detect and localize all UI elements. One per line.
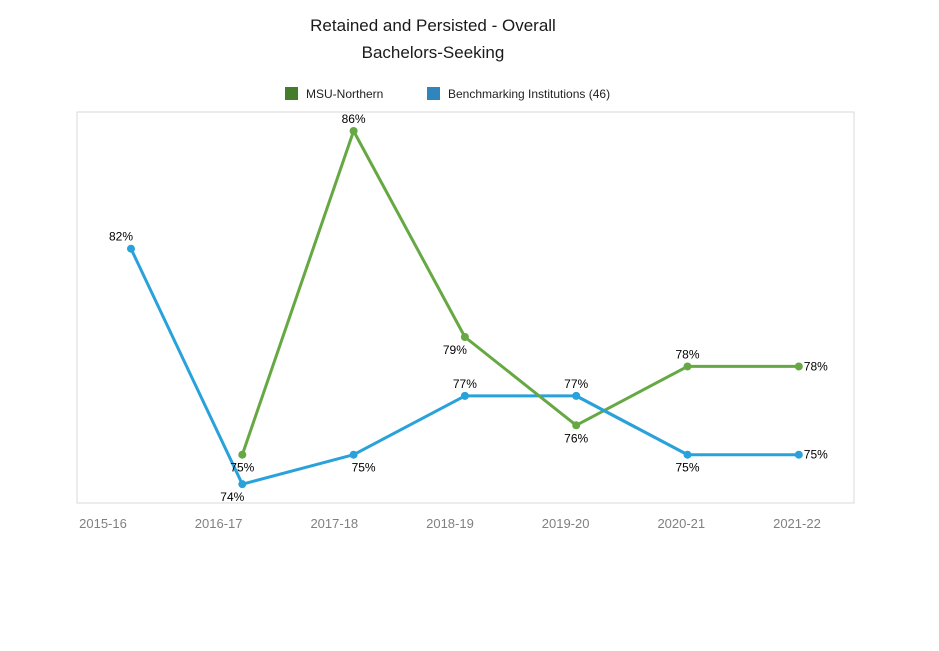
x-axis-label: 2020-21 — [657, 516, 705, 531]
data-point-label: 79% — [443, 343, 467, 357]
data-point-label: 78% — [804, 359, 828, 373]
chart-title-line1: Retained and Persisted - Overall — [310, 16, 556, 35]
data-point-marker — [127, 244, 135, 253]
series-line-msu-northern — [240, 129, 801, 457]
legend-item-msu-northern: MSU-Northern — [285, 86, 383, 101]
legend-label-benchmarking: Benchmarking Institutions (46) — [448, 86, 611, 101]
chart-title-line2: Bachelors-Seeking — [361, 43, 505, 62]
data-point-marker — [683, 450, 692, 459]
x-axis-label: 2015-16 — [79, 516, 127, 531]
data-point-label: 78% — [675, 347, 699, 361]
x-axis-label: 2019-20 — [542, 516, 590, 531]
data-point-marker — [238, 450, 247, 459]
data-point-marker — [460, 333, 469, 342]
data-point-marker — [460, 391, 469, 400]
x-axis-label: 2017-18 — [310, 516, 358, 531]
x-axis-label: 2018-19 — [426, 516, 474, 531]
data-point-marker — [683, 362, 692, 371]
x-axis-label: 2016-17 — [195, 516, 243, 531]
plot-area-border — [76, 111, 855, 504]
data-point-label: 75% — [352, 461, 376, 475]
series-line-benchmarking-overlay — [574, 394, 689, 457]
data-point-label: 77% — [453, 377, 477, 391]
data-point-label: 74% — [220, 490, 244, 504]
data-point-label: 75% — [230, 461, 254, 475]
legend-item-benchmarking: Benchmarking Institutions (46) — [427, 86, 610, 101]
legend-swatch-benchmarking-icon — [427, 87, 440, 100]
legend-label-msu-northern: MSU-Northern — [306, 86, 384, 101]
data-point-label: 76% — [564, 431, 588, 445]
x-axis-label: 2021-22 — [773, 516, 821, 531]
data-point-label: 82% — [109, 230, 133, 244]
data-point-marker — [238, 480, 247, 489]
chart-title: Retained and Persisted - Overall Bachelo… — [0, 12, 866, 66]
data-point-marker — [572, 421, 581, 430]
legend-swatch-msu-northern-icon — [285, 87, 298, 100]
data-point-marker — [794, 450, 803, 459]
data-point-marker — [794, 362, 803, 371]
data-point-marker — [349, 127, 358, 135]
data-point-label: 75% — [804, 448, 828, 462]
data-point-marker — [349, 450, 358, 459]
data-point-label: 77% — [564, 377, 588, 391]
data-point-marker — [572, 391, 581, 400]
data-point-label: 75% — [675, 461, 699, 475]
data-point-label: 86% — [342, 112, 366, 126]
